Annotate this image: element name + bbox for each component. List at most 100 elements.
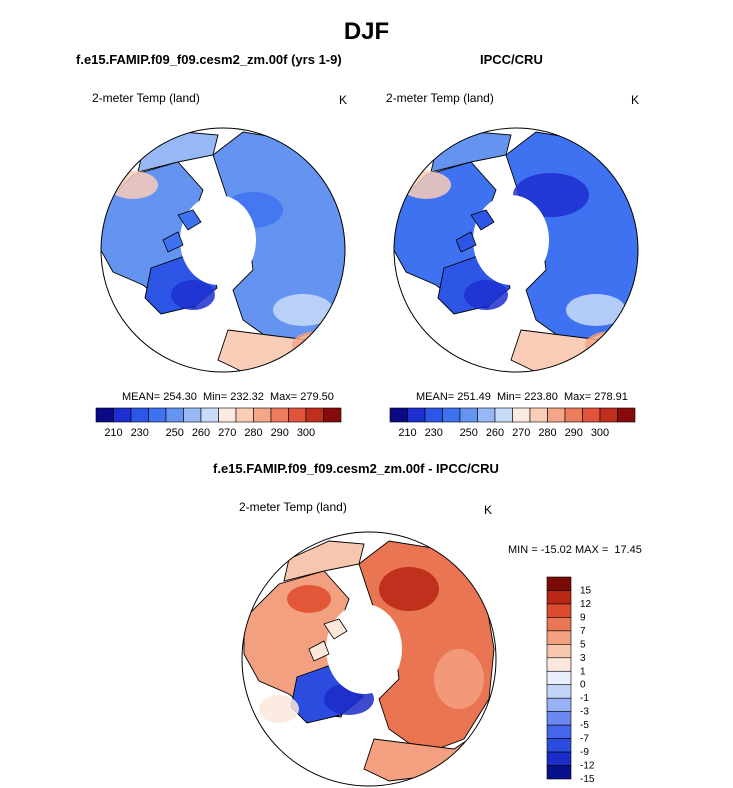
left-colorbar-tick: 230: [131, 427, 149, 439]
right-colorbar-cell: [442, 407, 461, 423]
right-field-patch: [401, 171, 451, 199]
diff-colorbar-cell: [546, 603, 572, 618]
diff-map-border: [241, 531, 497, 787]
diff-colorbar-tick: -7: [580, 734, 589, 745]
diff-colorbar-tick: 9: [580, 612, 586, 623]
diff-colorbar-cell: [546, 724, 572, 739]
right-colorbar-tick: 290: [565, 427, 583, 439]
left-map-fill: [101, 131, 345, 372]
right-unit-label: K: [631, 93, 640, 107]
left-variable-label: 2-meter Temp (land): [92, 91, 200, 105]
left-colorbar-tick: 210: [104, 427, 122, 439]
diff-colorbar-cell: [546, 670, 572, 686]
diff-colorbar-tick: 7: [580, 626, 586, 637]
diff-colorbar-cell: [546, 657, 572, 672]
left-field-patch: [108, 171, 158, 199]
right-colorbar-tick: 260: [486, 427, 504, 439]
right-colorbar-tick: 230: [425, 427, 443, 439]
left-island: [162, 231, 184, 253]
right-land-ak: [431, 132, 511, 172]
diff-field-patch: [259, 695, 299, 723]
diff-panel-heading: f.e15.FAMIP.f09_f09.cesm2_zm.00f - IPCC/…: [213, 461, 499, 476]
diff-colorbar-tick: -1: [580, 693, 589, 704]
left-colorbar-cell: [200, 407, 219, 423]
diff-colorbar-cell: [546, 738, 572, 753]
left-colorbar-tick: 260: [192, 427, 210, 439]
right-colorbar-cell: [477, 407, 496, 423]
left-colorbar-cell: [235, 407, 254, 423]
left-colorbar-cell: [165, 407, 184, 423]
diff-island: [308, 640, 330, 662]
left-colorbar-cell: [113, 407, 132, 423]
diff-colorbar-cell: [546, 751, 572, 766]
left-unit-label: K: [339, 93, 348, 107]
left-land-layer: [101, 131, 345, 372]
left-field-patch: [171, 280, 215, 310]
left-colorbar-cell: [305, 407, 324, 423]
left-colorbar-tick: 250: [166, 427, 184, 439]
diff-colorbar-tick: 5: [580, 639, 586, 650]
diff-map-fill: [243, 540, 495, 782]
left-colorbar-cell: [288, 407, 307, 423]
diff-colorbar-cell: [546, 765, 572, 780]
diff-colorbar-tick: -12: [580, 761, 595, 772]
left-arctic-ocean: [180, 195, 256, 285]
right-colorbar-cell: [389, 407, 408, 423]
diff-map: [243, 540, 495, 782]
left-colorbar-cell: [218, 407, 237, 423]
right-colorbar-tick: 280: [538, 427, 556, 439]
right-colorbar-tick: 250: [460, 427, 478, 439]
diff-colorbar-tick: -9: [580, 747, 589, 758]
left-island: [177, 209, 202, 231]
diff-island: [323, 618, 348, 640]
right-colorbar-cell: [599, 407, 618, 423]
diff-colorbar-cell: [546, 711, 572, 726]
right-colorbar-tick: 270: [512, 427, 530, 439]
diff-field-patch: [379, 567, 439, 611]
left-colorbar-tick: 280: [244, 427, 262, 439]
right-panel-heading: IPCC/CRU: [480, 52, 543, 67]
right-field-patch: [464, 280, 508, 310]
left-map: [101, 131, 345, 372]
diff-coastline-ak: [283, 540, 365, 582]
right-colorbar-cell: [494, 407, 513, 423]
right-colorbar-cell: [459, 407, 478, 423]
right-colorbar-cell: [617, 407, 636, 423]
right-field-patch: [566, 294, 626, 326]
diff-unit-label: K: [484, 503, 493, 517]
left-colorbar-cell: [253, 407, 272, 423]
diff-land-ak: [284, 541, 364, 581]
diff-colorbar-tick: 15: [580, 585, 592, 596]
diff-colorbar-cell: [546, 644, 572, 659]
diff-colorbar-cell: [546, 617, 572, 632]
left-stats: MEAN= 254.30 Min= 232.32 Max= 279.50: [122, 391, 334, 403]
right-colorbar-tick: 300: [591, 427, 609, 439]
left-colorbar-cell: [130, 407, 149, 423]
diff-field-patch: [287, 585, 331, 613]
diff-colorbar-tick: -15: [580, 774, 595, 785]
left-panel-heading: f.e15.FAMIP.f09_f09.cesm2_zm.00f (yrs 1-…: [76, 52, 342, 67]
figure-title: DJF: [343, 18, 390, 45]
left-colorbar-tick: 270: [218, 427, 236, 439]
left-colorbar-cell: [323, 407, 342, 423]
left-map-border: [100, 127, 346, 373]
left-colorbar-cell: [148, 407, 167, 423]
diff-colorbar-tick: -5: [580, 720, 589, 731]
right-colorbar-cell: [547, 407, 566, 423]
right-stats: MEAN= 251.49 Min= 223.80 Max= 278.91: [416, 391, 628, 403]
left-colorbar-cell: [95, 407, 114, 423]
left-colorbar-tick: 300: [297, 427, 315, 439]
left-colorbar-cell: [183, 407, 202, 423]
right-map-border: [393, 127, 639, 373]
diff-colorbar-cell: [546, 630, 572, 645]
left-land-eu: [213, 132, 345, 345]
right-colorbar-cell: [407, 407, 426, 423]
left-land-ak: [138, 132, 218, 172]
right-map: [394, 131, 638, 372]
right-colorbar-cell: [512, 407, 531, 423]
diff-colorbar-tick: 0: [580, 680, 586, 691]
right-map-fill: [394, 131, 638, 372]
diff-stats: MIN = -15.02 MAX = 17.45: [508, 544, 642, 556]
left-colorbar-tick: 290: [271, 427, 289, 439]
